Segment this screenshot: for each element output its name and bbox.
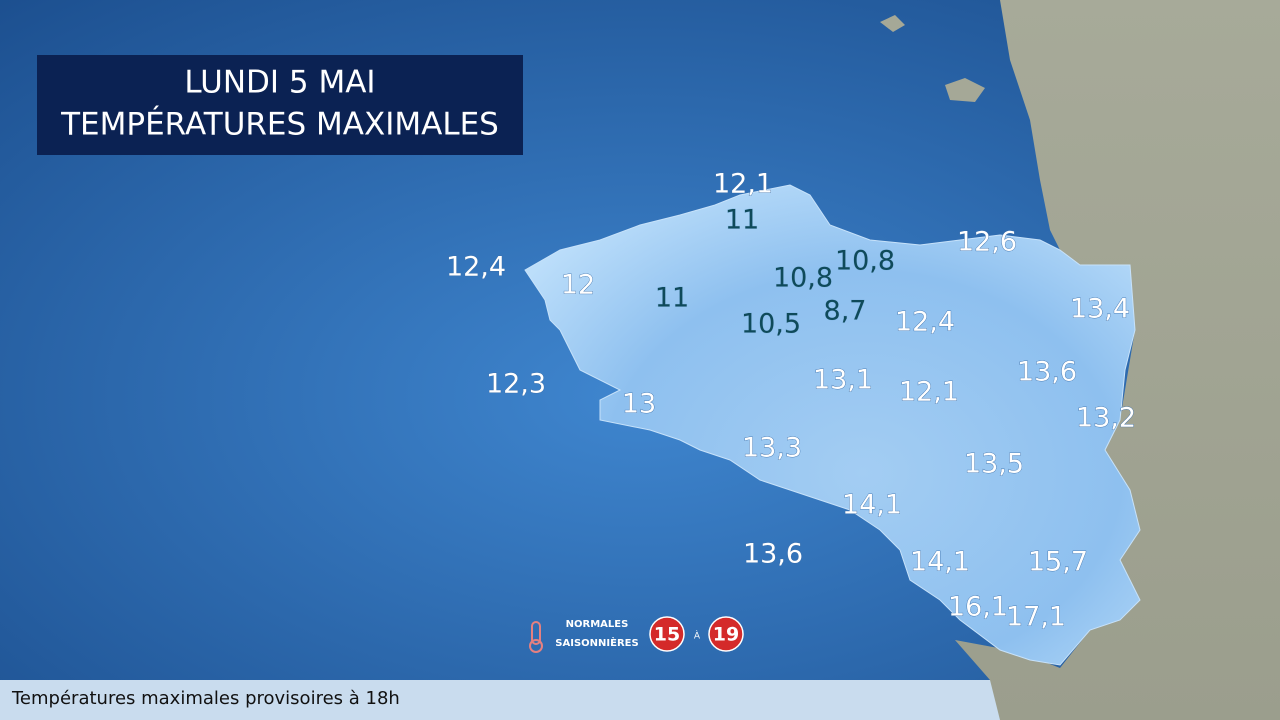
legend-badge bbox=[649, 616, 685, 652]
temperature-label: 12,1 bbox=[713, 169, 773, 200]
temperature-label: 10,8 bbox=[835, 246, 895, 277]
temperature-label: 13,4 bbox=[1070, 294, 1130, 325]
temperature-label: 16,1 bbox=[948, 592, 1008, 623]
legend-label: NORMALES bbox=[566, 619, 629, 630]
temperature-label: 12,4 bbox=[895, 307, 955, 338]
temperature-label: 13,5 bbox=[964, 449, 1024, 480]
legend-high: 19 bbox=[713, 624, 739, 646]
temperature-label: 10,8 bbox=[773, 263, 833, 294]
legend-separator: À bbox=[694, 630, 701, 642]
title-line: TEMPÉRATURES MAXIMALES bbox=[60, 107, 499, 143]
legend-label: SAISONNIÈRES bbox=[555, 636, 638, 649]
temperature-label: 12,3 bbox=[486, 369, 546, 400]
temperature-label: 8,7 bbox=[824, 296, 867, 327]
thermometer-bulb bbox=[529, 639, 543, 653]
legend-badge bbox=[708, 616, 744, 652]
temperature-label: 12,4 bbox=[446, 252, 506, 283]
island bbox=[880, 15, 905, 32]
title-line: LUNDI 5 MAI bbox=[184, 65, 375, 101]
temperature-label: 17,1 bbox=[1006, 602, 1066, 633]
temperature-label: 12,1 bbox=[899, 377, 959, 408]
temperature-label: 11 bbox=[725, 205, 759, 236]
footer-note: Températures maximales provisoires à 18h bbox=[11, 688, 400, 709]
temperature-label: 13,6 bbox=[1017, 357, 1077, 388]
temperature-label: 15,7 bbox=[1028, 547, 1088, 578]
temperature-label: 14,1 bbox=[842, 490, 902, 521]
temperature-label: 13,3 bbox=[742, 433, 802, 464]
temperature-label: 12 bbox=[561, 270, 595, 301]
title-box bbox=[37, 55, 523, 155]
island bbox=[945, 78, 985, 102]
temperature-label: 13,1 bbox=[813, 365, 873, 396]
legend-low: 15 bbox=[654, 624, 680, 646]
legend: NORMALES SAISONNIÈRES 15 À 19 bbox=[529, 616, 744, 653]
temperature-label: 13,6 bbox=[743, 539, 803, 570]
temperature-label: 10,5 bbox=[741, 309, 801, 340]
temperature-label: 11 bbox=[655, 283, 689, 314]
thermometer-icon bbox=[531, 621, 541, 645]
temperature-label: 13 bbox=[622, 389, 656, 420]
temperature-labels: 12,1 12,4 12 12,3 13 12,6 13,4 12,4 13,1 12,1 13,6… bbox=[446, 168, 1137, 633]
temperature-label: 14,1 bbox=[910, 547, 970, 578]
neighbouring-land bbox=[955, 0, 1280, 720]
temperature-label: 13,2 bbox=[1076, 403, 1136, 434]
temperature-label: 12,6 bbox=[957, 227, 1017, 258]
brittany bbox=[524, 184, 1141, 666]
